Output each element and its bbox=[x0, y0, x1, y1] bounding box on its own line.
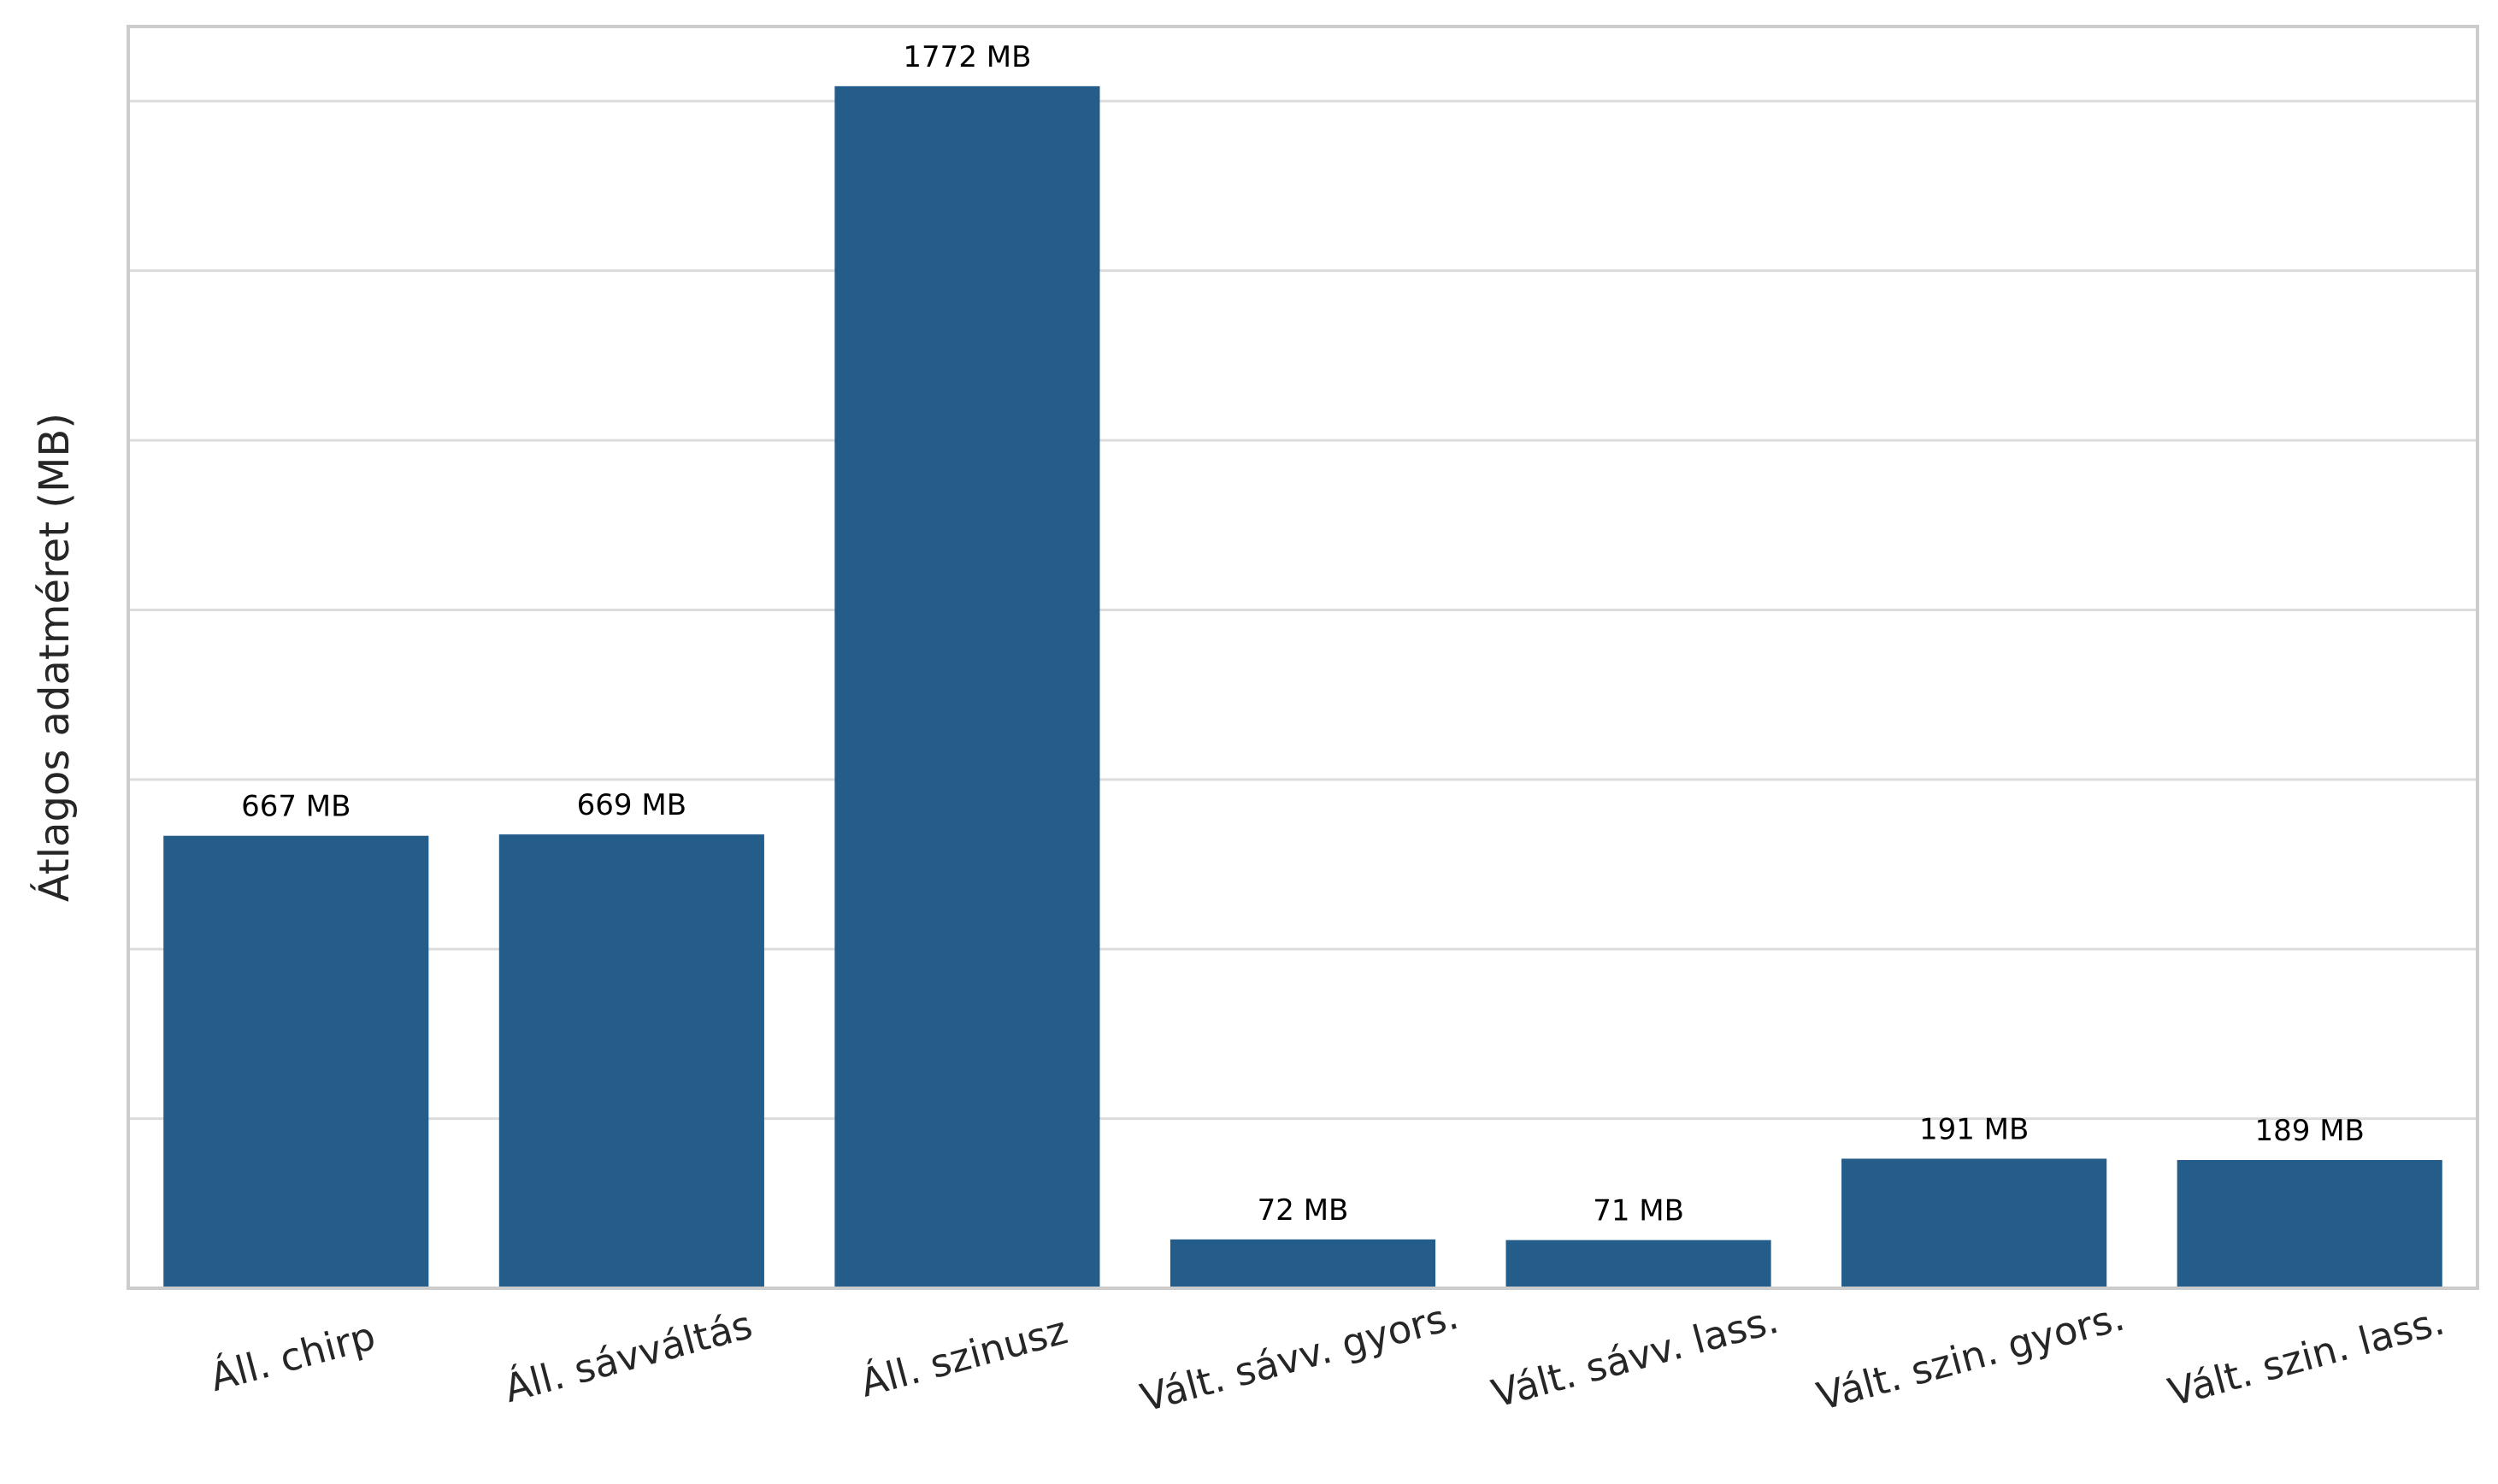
bar-4 bbox=[1505, 1240, 1771, 1288]
x-tick-label-1: Áll. sávváltás bbox=[499, 1302, 757, 1411]
bar-6 bbox=[2177, 1160, 2442, 1288]
data-label-0: 667 MB bbox=[241, 790, 351, 824]
y-axis-title: Átlagos adatméret (MB) bbox=[30, 413, 79, 902]
x-tick-label-5: Vált. szin. gyors. bbox=[1812, 1294, 2129, 1420]
data-label-2: 1772 MB bbox=[903, 40, 1031, 74]
data-label-6: 189 MB bbox=[2255, 1114, 2365, 1148]
bar-0 bbox=[163, 835, 429, 1288]
x-tick-labels: Áll. chirp Áll. sávváltás Áll. szinusz Vált… bbox=[205, 1293, 2449, 1421]
plot-frame bbox=[127, 25, 2479, 1290]
data-labels: 667 MB 669 MB 1772 MB 72 MB 71 MB 191 MB 189 M… bbox=[241, 40, 2365, 1228]
data-label-1: 669 MB bbox=[577, 788, 686, 822]
x-tick-label-6: Vált. szin. lass. bbox=[2164, 1298, 2449, 1416]
data-label-4: 71 MB bbox=[1593, 1194, 1684, 1228]
x-tick-label-4: Vált. sávv. lass. bbox=[1487, 1297, 1782, 1416]
x-tick-label-2: Áll. szinusz bbox=[856, 1307, 1072, 1405]
x-tick-label-3: Vált. sávv. gyors. bbox=[1136, 1293, 1464, 1421]
data-label-3: 72 MB bbox=[1258, 1193, 1349, 1228]
x-tick-label-0: Áll. chirp bbox=[205, 1313, 380, 1400]
bar-1 bbox=[498, 834, 764, 1288]
bar-5 bbox=[1841, 1158, 2107, 1288]
bar-2 bbox=[834, 85, 1100, 1288]
bar-3 bbox=[1169, 1239, 1436, 1288]
data-label-5: 191 MB bbox=[1919, 1112, 2029, 1146]
bars bbox=[163, 85, 2442, 1288]
grid-lines bbox=[128, 99, 2477, 1121]
